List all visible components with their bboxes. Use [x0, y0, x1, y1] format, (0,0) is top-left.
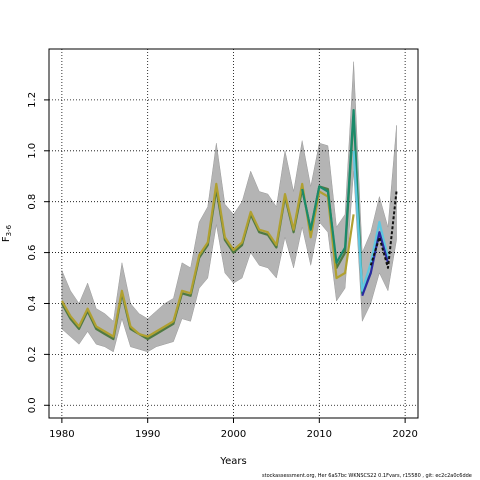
- y-tick-label: 1.0: [27, 143, 38, 159]
- y-tick-label: 0.2: [27, 346, 38, 362]
- x-axis-title: Years: [219, 456, 246, 467]
- x-tick-label: 2020: [392, 429, 417, 440]
- band-area: [61, 61, 397, 353]
- y-axis-title-sub: 3-6: [5, 224, 13, 236]
- y-tick-label: 0.8: [27, 194, 38, 210]
- y-tick-label: 0.4: [27, 296, 38, 312]
- series-line-5: [361, 231, 390, 297]
- x-tick-label: 1980: [49, 429, 74, 440]
- series-line-6: [369, 191, 398, 269]
- x-tick-label: 1990: [135, 429, 160, 440]
- series-lines: [60, 109, 398, 341]
- x-tick-label: 2000: [221, 429, 246, 440]
- y-axis-title: F3-6: [1, 224, 13, 242]
- y-tick-label: 0.0: [27, 397, 38, 413]
- x-tick-label: 2010: [307, 429, 332, 440]
- y-axis-title-main: F: [1, 236, 12, 242]
- y-axis: 0.0 0.2 0.4 0.6 0.8 1.0 1.2: [27, 92, 49, 413]
- x-axis: 1980 1990 2000 2010 2020: [49, 418, 418, 440]
- footer-credit: stockassessment.org, Her 6aS7bc WKNSCS22…: [262, 473, 472, 479]
- confidence-band: [61, 61, 397, 353]
- y-tick-label: 1.2: [27, 92, 38, 108]
- y-tick-label: 0.6: [27, 245, 38, 261]
